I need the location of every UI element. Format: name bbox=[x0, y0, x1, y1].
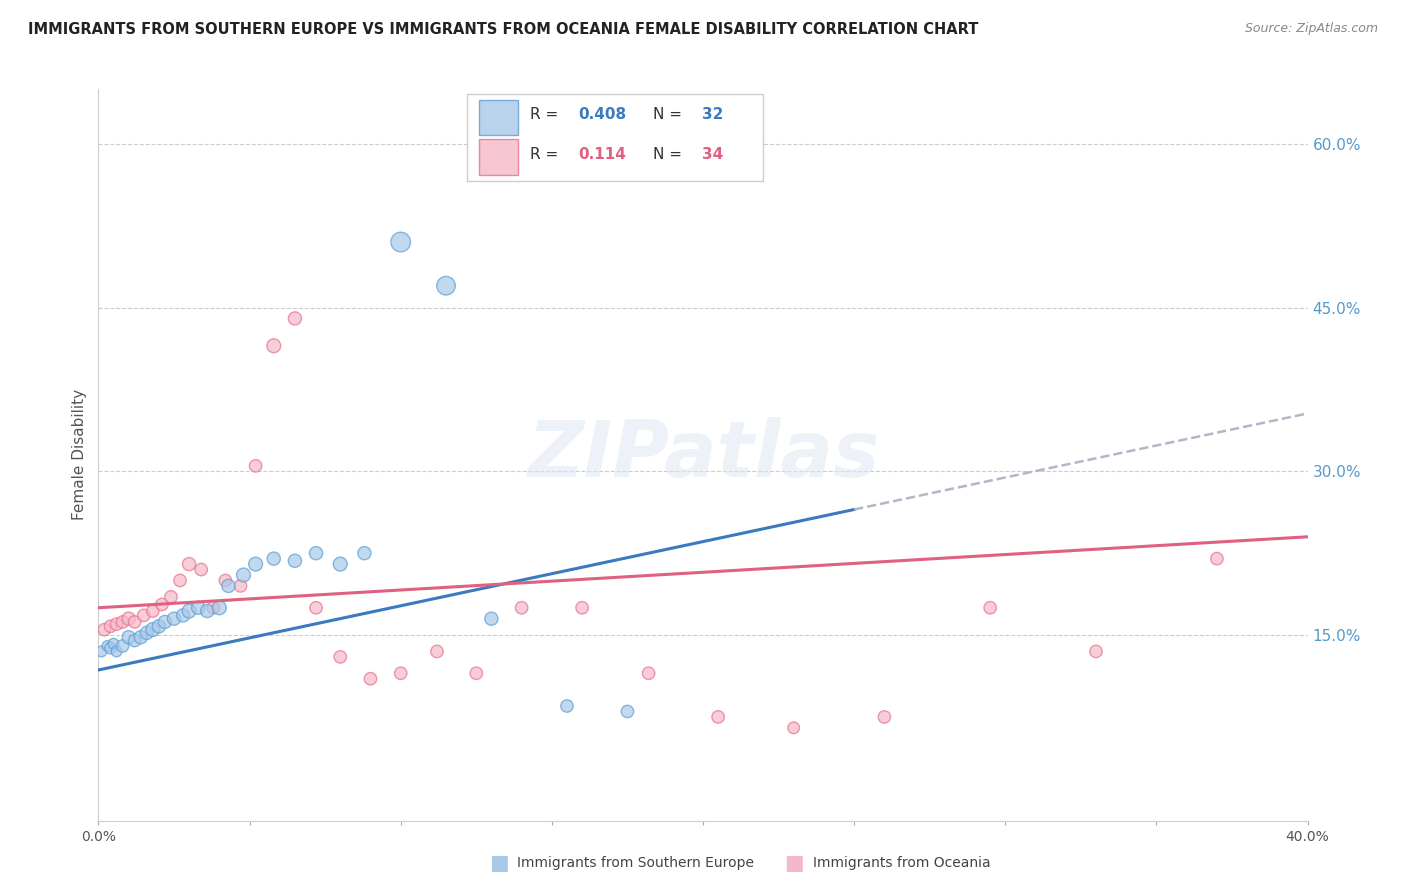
Text: 0.408: 0.408 bbox=[578, 107, 627, 121]
Point bbox=[360, 672, 382, 686]
Text: ZIPatlas: ZIPatlas bbox=[527, 417, 879, 493]
Point bbox=[873, 710, 896, 724]
Text: 34: 34 bbox=[702, 147, 723, 162]
Text: IMMIGRANTS FROM SOUTHERN EUROPE VS IMMIGRANTS FROM OCEANIA FEMALE DISABILITY COR: IMMIGRANTS FROM SOUTHERN EUROPE VS IMMIG… bbox=[28, 22, 979, 37]
Point bbox=[118, 612, 141, 626]
Point bbox=[426, 644, 449, 658]
Point bbox=[783, 721, 806, 735]
Point bbox=[190, 563, 212, 577]
Point bbox=[329, 557, 352, 571]
Text: N =: N = bbox=[654, 147, 688, 162]
Point bbox=[150, 598, 173, 612]
Point bbox=[100, 619, 122, 633]
Point bbox=[637, 666, 659, 681]
Point bbox=[135, 625, 157, 640]
Text: Immigrants from Oceania: Immigrants from Oceania bbox=[813, 856, 990, 871]
Point bbox=[465, 666, 488, 681]
Point bbox=[179, 604, 201, 618]
Point bbox=[245, 458, 267, 473]
Point bbox=[163, 612, 186, 626]
Point bbox=[160, 590, 183, 604]
Point bbox=[187, 600, 209, 615]
Point bbox=[124, 615, 146, 629]
Point bbox=[232, 568, 254, 582]
FancyBboxPatch shape bbox=[467, 95, 763, 180]
Text: N =: N = bbox=[654, 107, 688, 121]
Point bbox=[1085, 644, 1108, 658]
Point bbox=[305, 600, 328, 615]
Point bbox=[329, 649, 352, 664]
Point bbox=[195, 604, 218, 618]
Point bbox=[217, 579, 239, 593]
Point bbox=[132, 608, 155, 623]
Point bbox=[202, 600, 225, 615]
Point bbox=[571, 600, 593, 615]
Point bbox=[105, 644, 128, 658]
Y-axis label: Female Disability: Female Disability bbox=[72, 389, 87, 521]
Point bbox=[208, 600, 231, 615]
Point bbox=[103, 637, 125, 651]
Point bbox=[129, 630, 152, 644]
FancyBboxPatch shape bbox=[479, 100, 517, 135]
Point bbox=[179, 557, 201, 571]
Text: Immigrants from Southern Europe: Immigrants from Southern Europe bbox=[517, 856, 755, 871]
Text: Source: ZipAtlas.com: Source: ZipAtlas.com bbox=[1244, 22, 1378, 36]
Point bbox=[389, 235, 412, 249]
Point bbox=[284, 311, 307, 326]
Text: R =: R = bbox=[530, 107, 564, 121]
Point bbox=[214, 574, 236, 588]
Point bbox=[979, 600, 1001, 615]
Point bbox=[707, 710, 730, 724]
Point bbox=[481, 612, 503, 626]
Point bbox=[263, 551, 285, 566]
Point bbox=[616, 705, 638, 719]
Point bbox=[169, 574, 191, 588]
Point bbox=[389, 666, 412, 681]
Point bbox=[153, 615, 176, 629]
Text: 32: 32 bbox=[702, 107, 723, 121]
Point bbox=[172, 608, 194, 623]
Point bbox=[124, 633, 146, 648]
Point bbox=[245, 557, 267, 571]
Point bbox=[353, 546, 375, 560]
Point bbox=[111, 615, 134, 629]
Point bbox=[118, 630, 141, 644]
Point bbox=[93, 623, 115, 637]
FancyBboxPatch shape bbox=[479, 139, 517, 175]
Point bbox=[555, 698, 578, 713]
Point bbox=[142, 604, 165, 618]
Text: ■: ■ bbox=[489, 854, 509, 873]
Point bbox=[229, 579, 252, 593]
Text: 0.114: 0.114 bbox=[578, 147, 626, 162]
Text: R =: R = bbox=[530, 147, 568, 162]
Point bbox=[434, 278, 457, 293]
Point bbox=[96, 639, 118, 653]
Point bbox=[305, 546, 328, 560]
Point bbox=[148, 619, 170, 633]
Point bbox=[111, 639, 134, 653]
Point bbox=[263, 339, 285, 353]
Point bbox=[142, 623, 165, 637]
Point bbox=[105, 617, 128, 632]
Point bbox=[1206, 551, 1229, 566]
Point bbox=[90, 644, 112, 658]
Point bbox=[510, 600, 533, 615]
Point bbox=[284, 554, 307, 568]
Text: ■: ■ bbox=[785, 854, 804, 873]
Point bbox=[100, 641, 122, 656]
